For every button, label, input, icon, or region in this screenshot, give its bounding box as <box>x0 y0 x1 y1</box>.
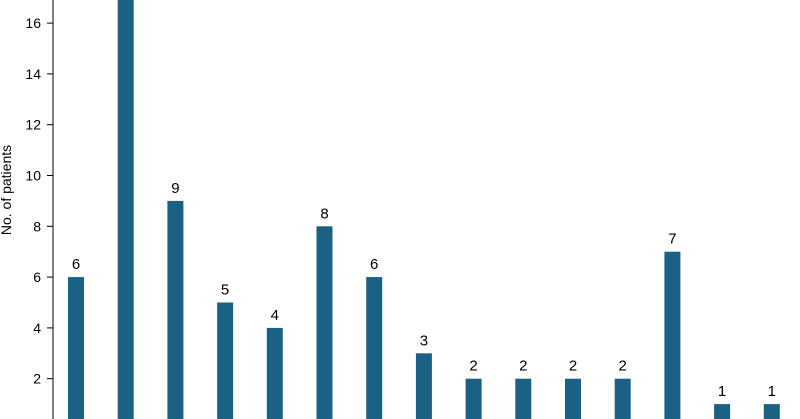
bar-value-label: 2 <box>569 358 577 375</box>
y-tick-label: 12 <box>25 117 41 133</box>
bar-value-label: 8 <box>320 205 328 222</box>
bar-value-label: 4 <box>271 307 279 324</box>
bar-value-label: 1 <box>718 383 726 400</box>
bar-value-label: 6 <box>72 256 80 273</box>
bar-value-label: 6 <box>370 256 378 273</box>
y-tick-label: 16 <box>25 15 41 31</box>
bar <box>366 277 383 419</box>
bar <box>266 327 283 419</box>
bar <box>217 302 234 419</box>
y-tick-label: 2 <box>33 371 41 387</box>
y-tick-label: 6 <box>33 269 41 285</box>
bar <box>415 353 432 419</box>
bar <box>68 277 84 419</box>
bar-value-label: 2 <box>469 358 477 375</box>
y-tick-label: 14 <box>25 66 41 82</box>
y-axis-title: No. of patients <box>0 145 14 235</box>
bar <box>316 226 333 419</box>
bar <box>664 251 681 419</box>
bar <box>714 404 731 419</box>
bar <box>167 200 184 419</box>
bar <box>465 378 482 419</box>
bars-group <box>68 0 780 419</box>
y-tick-label: 8 <box>33 218 41 234</box>
bar-value-label: 5 <box>221 282 229 299</box>
bar-value-label: 9 <box>171 180 179 197</box>
y-axis-ticks: 2 4 6 8 10 12 14 16 <box>25 15 53 387</box>
bar <box>763 404 780 419</box>
bar-value-label: 1 <box>768 383 776 400</box>
bar <box>565 378 581 419</box>
bar <box>614 378 631 419</box>
bar <box>515 378 532 419</box>
bar-value-label: 7 <box>668 231 676 248</box>
value-labels-group: 6 9 5 4 8 6 3 2 2 2 2 7 1 1 <box>72 180 776 400</box>
bar-value-label: 2 <box>619 358 627 375</box>
y-tick-label: 4 <box>33 320 41 336</box>
bar-value-label: 2 <box>519 358 527 375</box>
bar <box>117 0 134 419</box>
bar-value-label: 3 <box>420 332 428 349</box>
y-tick-label: 10 <box>25 168 41 184</box>
